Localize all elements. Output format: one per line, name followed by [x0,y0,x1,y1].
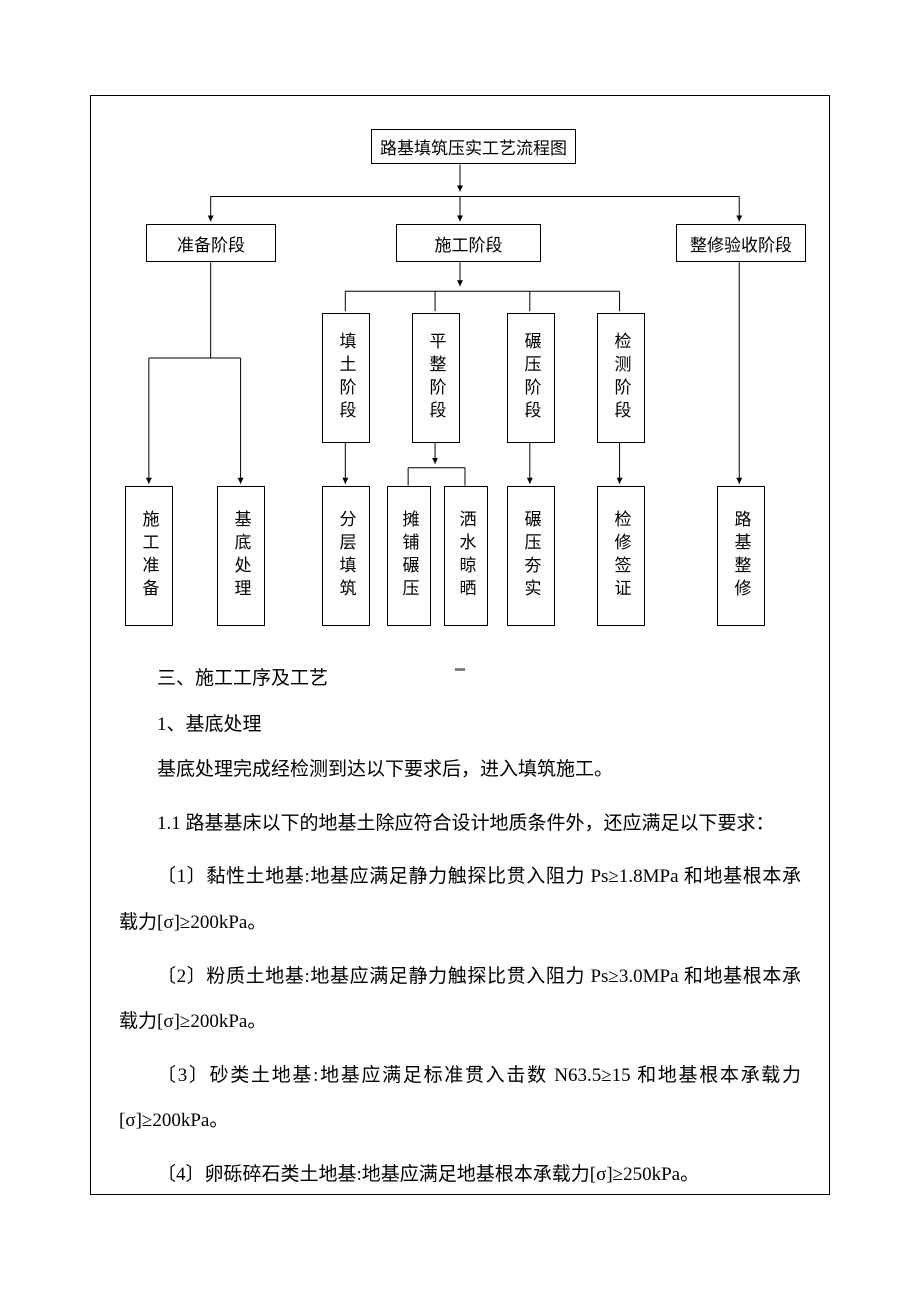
fc-stage-acceptance: 整修验收阶段 [676,224,806,262]
heading-3: 三、施工工序及工艺 [119,656,801,702]
fc-mid-test: 检测阶段 [597,313,645,443]
paragraph-1: 基底处理完成经检测到达以下要求后，进入填筑施工。 [119,747,801,793]
heading-3-1: 1、基底处理 [119,702,801,748]
fc-mid-level: 平整阶段 [412,313,460,443]
fc-leaf-accept1: 路基整修 [717,486,765,626]
paragraph-4: 〔2〕粉质土地基:地基应满足静力触探比贯入阻力 Ps≥3.0MPa 和地基根本承… [119,954,801,1045]
flowchart-container: 路基填筑压实工艺流程图 准备阶段 施工阶段 整修验收阶段 填土阶段 平整阶段 碾… [91,96,829,641]
fc-leaf-test1: 检修签证 [597,486,645,626]
fc-stage-construction: 施工阶段 [396,224,541,262]
fc-leaf-roll1: 碾压夯实 [507,486,555,626]
fc-leaf-level1: 摊铺碾压 [387,486,431,626]
page-frame: 路基填筑压实工艺流程图 准备阶段 施工阶段 整修验收阶段 填土阶段 平整阶段 碾… [90,95,830,1195]
fc-mid-fill: 填土阶段 [322,313,370,443]
fc-stage-prep: 准备阶段 [146,224,276,262]
paragraph-3: 〔1〕黏性土地基:地基应满足静力触探比贯入阻力 Ps≥1.8MPa 和地基根本承… [119,854,801,945]
fc-leaf-prep2: 基底处理 [217,486,265,626]
fc-mid-roll: 碾压阶段 [507,313,555,443]
fc-title: 路基填筑压实工艺流程图 [371,129,576,164]
paragraph-5: 〔3〕砂类土地基:地基应满足标准贯入击数 N63.5≥15 和地基根本承载力[σ… [119,1053,801,1144]
fc-leaf-fill1: 分层填筑 [322,486,370,626]
paragraph-6: 〔4〕卵砾碎石类土地基:地基应满足地基根本承载力[σ]≥250kPa。 [119,1152,801,1198]
paragraph-2: 1.1 路基基床以下的地基土除应符合设计地质条件外，还应满足以下要求： [119,801,801,847]
fc-leaf-prep1: 施工准备 [125,486,173,626]
body-text: 三、施工工序及工艺 1、基底处理 基底处理完成经检测到达以下要求后，进入填筑施工… [119,656,801,1198]
fc-leaf-level2: 洒水晾晒 [444,486,488,626]
